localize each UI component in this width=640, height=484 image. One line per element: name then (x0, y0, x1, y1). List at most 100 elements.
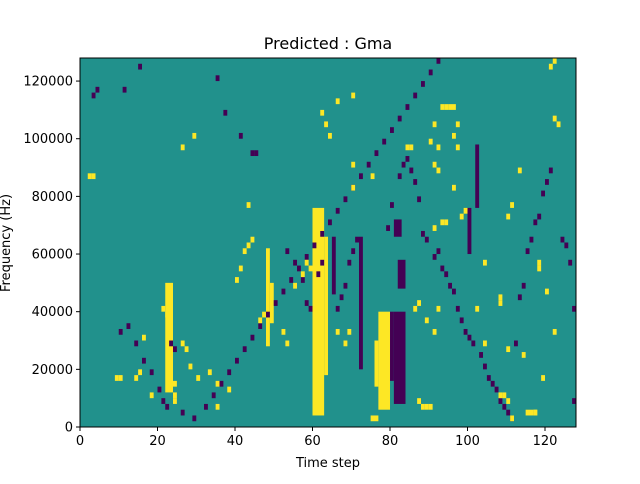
x-tick-label: 60 (304, 434, 321, 449)
heatmap-cell-low (211, 392, 216, 399)
heatmap-cell-low (351, 248, 356, 255)
heatmap-cell-low (335, 207, 340, 214)
heatmap-cell-low (448, 282, 453, 289)
heatmap-cell-low (421, 230, 425, 237)
heatmap-cell-high (444, 219, 449, 226)
heatmap-cell-high (483, 340, 487, 347)
heatmap-cell-low (157, 386, 162, 393)
heatmap-cell-low (455, 305, 460, 312)
plot-area (79, 57, 577, 428)
heatmap-cell-low (564, 242, 569, 249)
heatmap-cell-high (417, 398, 422, 404)
heatmap-cell-low (421, 81, 425, 87)
heatmap-cell-low (494, 386, 499, 393)
heatmap-cell-high (149, 392, 154, 399)
heatmap-cell-high (455, 121, 460, 128)
heatmap-cell-high (452, 184, 456, 191)
heatmap-cell-low (122, 86, 127, 93)
heatmap-cell-high (227, 386, 232, 393)
heatmap-cell-high (436, 305, 441, 312)
heatmap-cell-low (548, 167, 553, 174)
heatmap-cell-high (343, 340, 348, 347)
heatmap-cell-high (374, 415, 379, 422)
heatmap-cell-low (498, 398, 503, 404)
heatmap-cell-low (219, 380, 224, 387)
heatmap-cell-high (250, 236, 255, 243)
heatmap-cell-low (490, 380, 495, 387)
heatmap-cell-high (180, 340, 185, 347)
heatmap-cell-low (483, 363, 487, 370)
heatmap-cell-high (324, 121, 329, 128)
heatmap-cell-high (405, 144, 410, 151)
heatmap-cell-high (541, 375, 546, 381)
y-tick-label: 40000 (32, 305, 73, 320)
heatmap-cell-low (293, 259, 298, 266)
heatmap-cell-low (405, 156, 410, 162)
heatmap-cell-high (328, 132, 332, 139)
heatmap-cell-high (552, 115, 557, 122)
y-axis-label: Frequency (Hz) (0, 194, 14, 292)
heatmap-cell-high (87, 173, 92, 180)
heatmap-cell-low (227, 369, 232, 376)
heatmap-cell-high (440, 104, 445, 110)
heatmap-band-low (467, 207, 472, 255)
heatmap-cell-high (242, 248, 247, 255)
heatmap-band-high (266, 248, 270, 347)
heatmap-cell-low (192, 415, 197, 422)
heatmap-cell-low (149, 369, 154, 376)
heatmap-cell-low (436, 58, 441, 64)
heatmap-cell-low (514, 340, 518, 347)
heatmap-cell-low (424, 236, 429, 243)
heatmap-cell-high (521, 352, 526, 358)
y-axis: 0 20000 40000 60000 80000 100000 120000 (23, 75, 80, 436)
heatmap-cell-low (440, 265, 445, 272)
heatmap-cell-low (401, 161, 406, 168)
heatmap-cell-high (452, 104, 456, 110)
heatmap-cell-high (142, 334, 146, 341)
heatmap-cell-high (428, 138, 433, 145)
heatmap-cell-low (347, 259, 352, 266)
heatmap-cell-high (285, 340, 290, 347)
heatmap-cell-high (215, 380, 220, 387)
heatmap-cell-low (560, 236, 565, 243)
x-axis: 0 20 40 60 80 100 120 (76, 427, 557, 449)
heatmap-cell-high (510, 415, 515, 422)
y-tick-label: 80000 (32, 190, 73, 205)
heatmap-cell-high (506, 346, 511, 353)
heatmap-cells (87, 58, 577, 422)
heatmap-cell-low (328, 219, 332, 226)
heatmap-cell-low (343, 196, 348, 203)
x-tick-label: 80 (382, 434, 399, 449)
heatmap-cell-low (386, 225, 391, 231)
heatmap-band-low (331, 236, 336, 295)
heatmap-cell-low (118, 328, 123, 335)
heatmap-cell-low (312, 242, 317, 249)
heatmap-cell-high (444, 104, 449, 110)
heatmap-cell-high (196, 375, 201, 381)
heatmap-cell-high (173, 380, 177, 387)
heatmap-cell-low (215, 75, 220, 82)
heatmap-cell-low (304, 300, 309, 306)
heatmap-cell-low (297, 265, 301, 272)
heatmap-cell-high (498, 392, 503, 399)
heatmap-cell-high (91, 173, 96, 180)
heatmap-cell-high (258, 317, 263, 324)
heatmap-cell-high (347, 328, 352, 335)
heatmap-cell-high (138, 369, 143, 376)
heatmap-cell-low (359, 173, 363, 180)
heatmap-cell-high (300, 271, 305, 278)
heatmap-band-high (269, 282, 274, 324)
heatmap-cell-low (300, 277, 305, 283)
heatmap-cell-low (254, 150, 259, 157)
heatmap-cell-low (572, 398, 577, 404)
heatmap-cell-low (471, 340, 476, 347)
heatmap-cell-low (142, 357, 146, 364)
heatmap-cell-low (273, 300, 278, 306)
heatmap-cell-high (188, 363, 193, 370)
heatmap-cell-low (459, 317, 464, 324)
heatmap-cell-high (173, 392, 177, 399)
heatmap-cell-high (184, 346, 189, 353)
heatmap-band-low (393, 219, 402, 237)
